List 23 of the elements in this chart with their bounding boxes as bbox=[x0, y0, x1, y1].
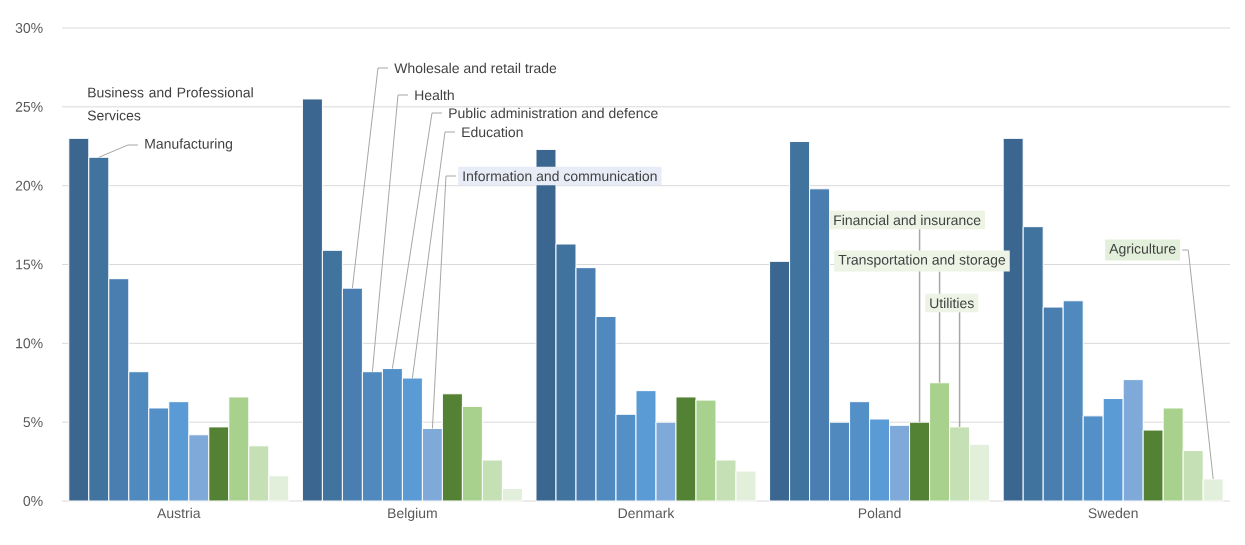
x-tick-label: Sweden bbox=[1088, 507, 1138, 519]
y-tick-label: 20% bbox=[15, 180, 43, 191]
text: Health bbox=[415, 89, 454, 101]
text: Information and communication bbox=[463, 170, 657, 182]
series-label: Business and Professional Services bbox=[87, 87, 253, 121]
y-tick-label: 0% bbox=[23, 496, 43, 506]
text: Transportation and storage bbox=[838, 254, 1006, 268]
text: Agriculture bbox=[1109, 243, 1176, 257]
x-tick-label: Poland bbox=[858, 507, 901, 519]
text: Public administration and defence bbox=[449, 107, 658, 119]
y-tick-label: 15% bbox=[16, 259, 43, 270]
text: Financial and insurance bbox=[834, 214, 981, 226]
x-tick-label: Belgium bbox=[388, 507, 437, 521]
x-tick-label: Denmark bbox=[618, 507, 675, 519]
x-tick-label: Austria bbox=[157, 507, 201, 519]
text: Manufacturing bbox=[145, 138, 233, 152]
text: Utilities bbox=[930, 297, 974, 309]
y-tick-label: 10% bbox=[16, 338, 43, 349]
text: Education bbox=[462, 126, 523, 138]
y-tick-label: 25% bbox=[15, 101, 43, 112]
y-tick-label: 5% bbox=[23, 417, 43, 428]
text: Wholesale and retail trade bbox=[394, 62, 557, 74]
y-tick-label: 30% bbox=[15, 23, 43, 33]
